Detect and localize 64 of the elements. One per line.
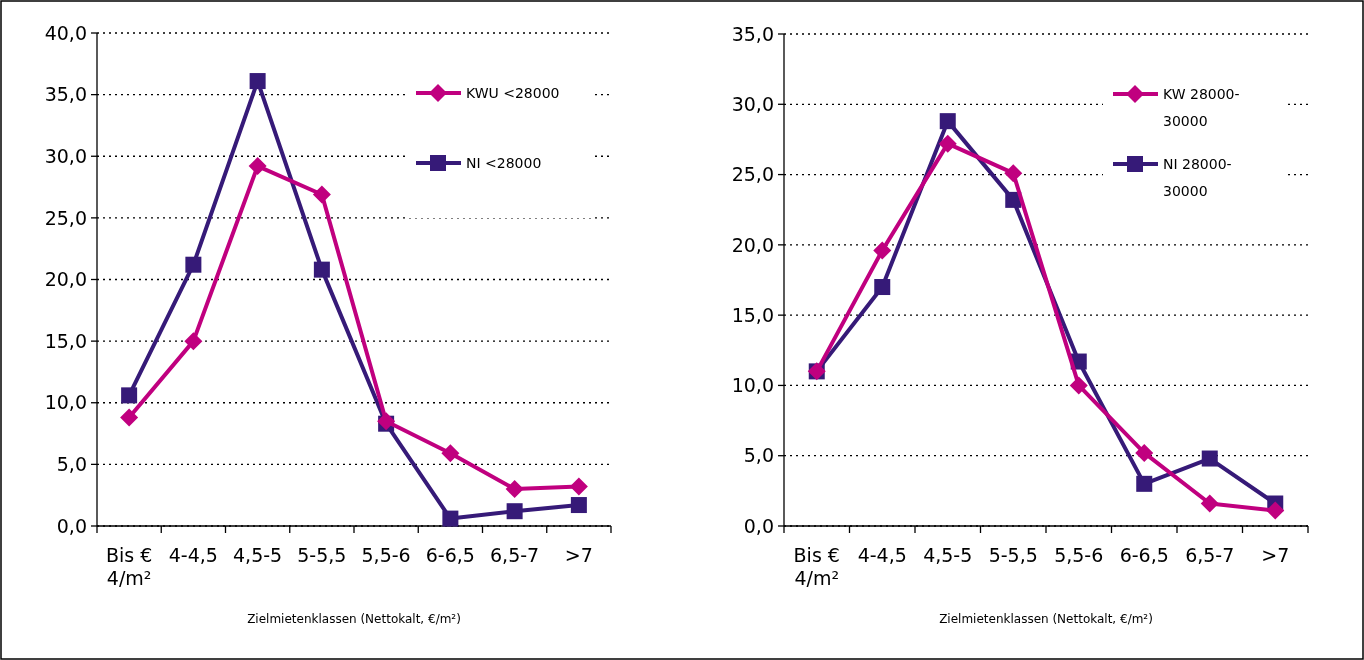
point [185, 256, 202, 273]
point [569, 477, 588, 496]
x-tick-label: >7 [1261, 544, 1290, 566]
point [121, 387, 138, 404]
y-tick-label: 5,0 [743, 444, 774, 467]
point [1069, 376, 1088, 395]
y-tick-label: 10,0 [44, 391, 87, 414]
y-tick-label: 0,0 [56, 514, 87, 537]
x-tick-label: 4-4,5 [857, 544, 907, 566]
point [1200, 494, 1219, 513]
y-tick-label: 35,0 [44, 83, 87, 106]
y-tick-label: 40,0 [44, 21, 87, 44]
point [1004, 164, 1023, 183]
point [506, 503, 523, 520]
x-tick-label: 5,5-6 [1054, 544, 1104, 566]
point [873, 241, 892, 260]
legend-label: KW 28000-30000 [1163, 86, 1240, 129]
x-tick-label: 6-6,5 [1119, 544, 1169, 566]
y-tick-label: 30,0 [731, 92, 774, 115]
point [570, 497, 587, 514]
point [874, 279, 891, 296]
point [1135, 443, 1154, 462]
point [249, 73, 266, 90]
x-tick-label: 5-5,5 [297, 544, 347, 566]
legend-label: NI 28000-30000 [1163, 156, 1232, 199]
legend-label: NI <28000 [466, 155, 542, 171]
point [184, 332, 203, 351]
point [1136, 475, 1153, 492]
x-tick-label: 6,5-7 [490, 544, 540, 566]
y-tick-label: 15,0 [731, 303, 774, 326]
x-tick-label: 6,5-7 [1185, 544, 1235, 566]
y-tick-label: 20,0 [44, 268, 87, 291]
x-axis-title: Zielmietenklassen (Nettokalt, €/m²) [247, 612, 461, 626]
point [938, 134, 957, 153]
x-tick-label: Bis € 4/m² [105, 544, 153, 589]
point [1201, 450, 1218, 467]
x-tick-label: 4-4,5 [168, 544, 218, 566]
x-tick-label: 4,5-5 [923, 544, 973, 566]
x-tick-label: 5-5,5 [988, 544, 1038, 566]
x-tick-label: 4,5-5 [233, 544, 283, 566]
point [313, 261, 330, 278]
y-tick-label: 10,0 [731, 374, 774, 397]
x-tick-label: 6-6,5 [425, 544, 475, 566]
point [1266, 501, 1285, 520]
y-tick-label: 25,0 [44, 206, 87, 229]
y-tick-label: 35,0 [731, 22, 774, 45]
y-tick-label: 15,0 [44, 329, 87, 352]
point [505, 480, 524, 499]
y-tick-label: 0,0 [743, 514, 774, 537]
x-tick-label: >7 [564, 544, 593, 566]
point [120, 408, 139, 427]
point [312, 185, 331, 204]
legend-label: KWU <28000 [466, 85, 560, 101]
y-tick-label: 25,0 [731, 163, 774, 186]
x-axis-title: Zielmietenklassen (Nettokalt, €/m²) [939, 612, 1153, 626]
y-tick-label: 5,0 [56, 453, 87, 476]
point [442, 510, 459, 527]
y-tick-label: 30,0 [44, 144, 87, 167]
point [939, 113, 956, 130]
x-tick-label: 5,5-6 [361, 544, 411, 566]
y-tick-label: 20,0 [731, 233, 774, 256]
point [441, 444, 460, 463]
x-tick-label: Bis € 4/m² [793, 544, 840, 589]
point [248, 157, 267, 176]
